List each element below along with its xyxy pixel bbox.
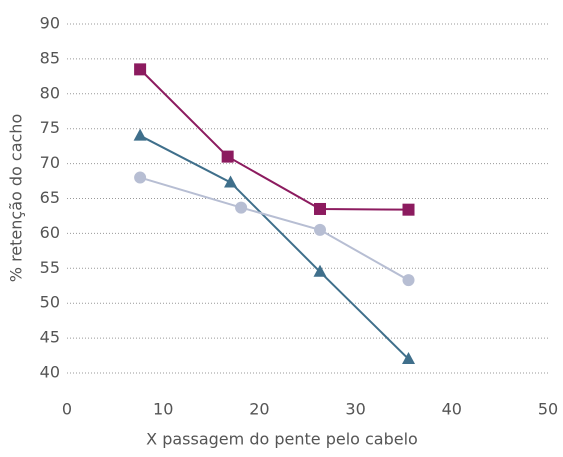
marker bbox=[224, 175, 238, 188]
marker bbox=[402, 352, 416, 365]
marker bbox=[221, 150, 234, 163]
x-tick-label: 30 bbox=[345, 400, 365, 419]
x-axis-label: X passagem do pente pelo cabelo bbox=[146, 430, 418, 449]
y-tick-label: 50 bbox=[40, 293, 60, 312]
marker bbox=[314, 202, 327, 215]
series-line bbox=[139, 68, 409, 211]
marker bbox=[313, 264, 327, 277]
marker bbox=[134, 171, 147, 184]
x-tick-label: 40 bbox=[442, 400, 462, 419]
y-axis-label: % retenção do cacho bbox=[7, 114, 26, 282]
series-line bbox=[139, 176, 410, 282]
x-tick-label: 20 bbox=[249, 400, 269, 419]
y-tick-label: 60 bbox=[40, 223, 60, 242]
marker bbox=[402, 274, 415, 287]
y-tick-label: 70 bbox=[40, 153, 60, 172]
y-tick-label: 40 bbox=[40, 363, 60, 382]
y-tick-label: 65 bbox=[40, 188, 60, 207]
y-tick-label: 55 bbox=[40, 258, 60, 277]
y-tick-label: 85 bbox=[40, 48, 60, 67]
marker bbox=[402, 203, 415, 216]
x-tick-label: 50 bbox=[538, 400, 558, 419]
series-line bbox=[139, 134, 410, 360]
y-tick-label: 80 bbox=[40, 83, 60, 102]
x-tick-label: 0 bbox=[62, 400, 72, 419]
y-tick-label: 90 bbox=[40, 14, 60, 33]
y-tick-label: 75 bbox=[40, 118, 60, 137]
marker bbox=[235, 201, 248, 214]
y-tick-label: 45 bbox=[40, 328, 60, 347]
marker bbox=[314, 223, 327, 236]
marker bbox=[134, 63, 147, 76]
x-tick-label: 10 bbox=[153, 400, 173, 419]
marker bbox=[133, 128, 147, 141]
